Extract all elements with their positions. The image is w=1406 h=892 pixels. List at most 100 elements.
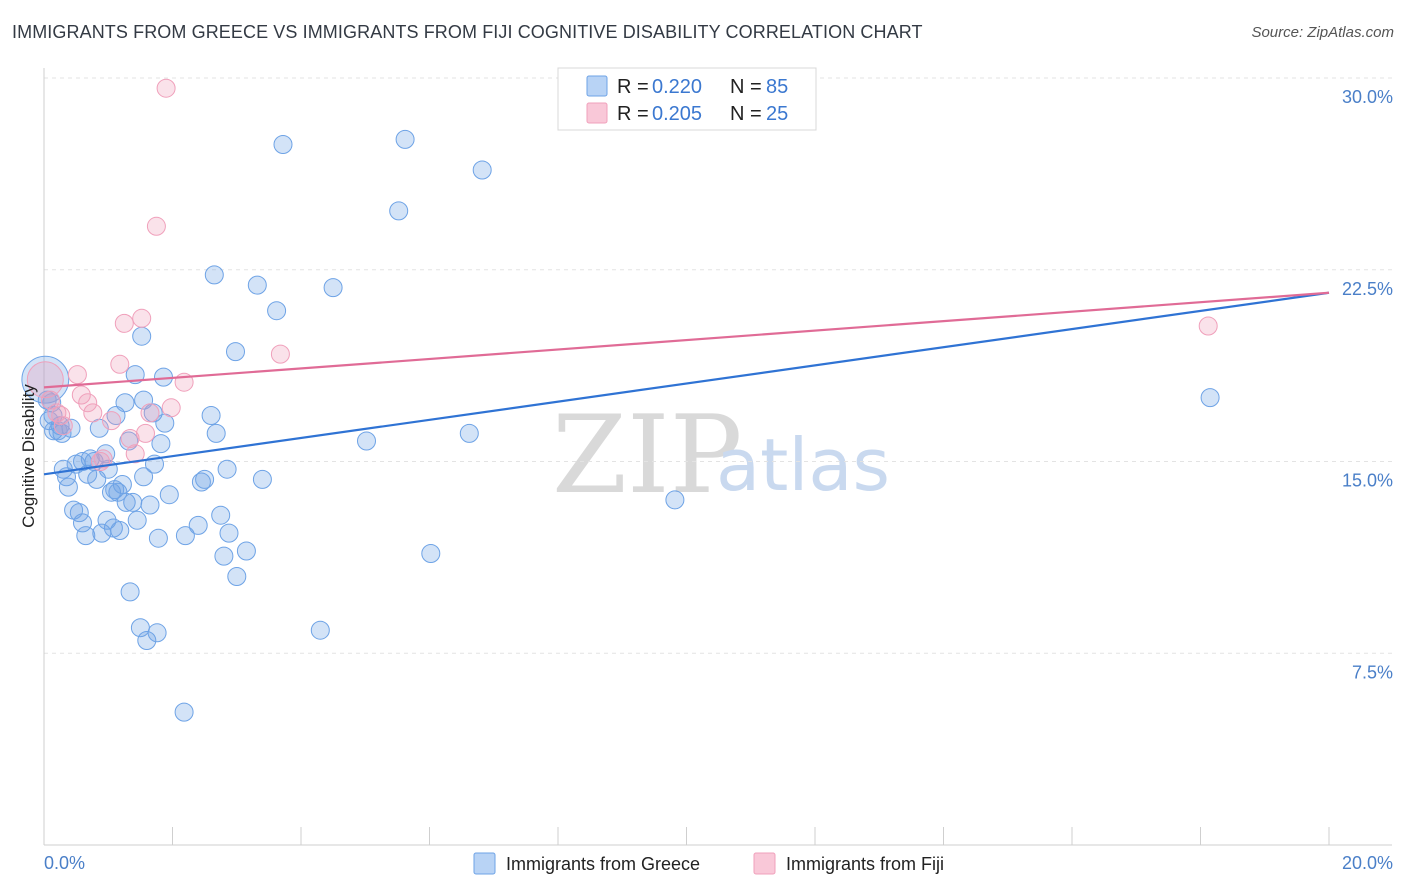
legend-fiji-r-label: R = [617,103,649,125]
point-greece-30 [116,492,136,512]
legend-fiji-n-label: N = [730,103,762,125]
point-greece-55 [201,406,221,425]
point-greece-65 [247,275,267,295]
point-fiji-11 [102,411,121,431]
bottom-legend-swatch-greece [473,852,496,875]
series-greece-points [21,129,1220,722]
legend-greece-n-label: N = [730,76,762,98]
point-greece-9 [58,477,78,497]
point-greece-41 [140,495,160,515]
point-fiji-0 [26,361,64,399]
point-greece-40 [137,631,157,650]
point-fiji-23 [270,344,290,364]
point-greece-45 [148,528,168,548]
point-greece-84 [105,480,125,500]
point-fiji-16 [132,308,152,328]
x-tick-labels: 0.0% 20.0% [44,853,1393,873]
bottom-legend-label-greece: Immigrants from Greece [506,854,700,874]
point-greece-54 [195,469,215,489]
point-greece-51 [175,526,195,546]
point-fiji-13 [114,313,134,333]
point-greece-56 [204,265,224,285]
point-fiji-6 [71,385,91,405]
point-greece-33 [123,492,143,512]
series-fiji-points [26,78,1218,471]
stats-legend: R = 0.220 N = 85 R = 0.205 N = 25 [557,67,817,131]
point-greece-76 [472,160,492,180]
point-greece-32 [120,582,140,602]
axes [43,68,1392,846]
point-greece-29 [115,393,135,413]
point-greece-81 [61,418,81,438]
point-greece-39 [134,467,154,487]
watermark-atlas: atlas [716,423,890,507]
legend-greece-r-label: R = [617,76,649,98]
point-fiji-10 [93,449,113,469]
watermark-zip: ZIP [552,393,742,518]
point-greece-68 [273,135,293,154]
y-tick-label-1: 15.0% [1342,471,1393,491]
point-greece-52 [188,515,208,535]
source-credit: Source: ZipAtlas.com [1251,24,1394,41]
bottom-legend-label-fiji: Immigrants from Fiji [786,854,944,874]
point-greece-46 [151,434,171,454]
point-greece-37 [132,326,152,346]
trendline-fiji [43,291,1330,389]
point-fiji-24 [1198,316,1218,336]
point-greece-73 [395,129,415,149]
legend-swatch-fiji [586,102,608,124]
point-greece-72 [389,201,409,221]
point-greece-23 [102,482,121,502]
point-greece-71 [357,431,376,451]
y-tick-label-3: 30.0% [1342,87,1393,107]
point-fiji-2 [47,403,67,423]
point-greece-13 [76,526,96,546]
point-fiji-17 [136,423,155,443]
point-fiji-5 [67,365,87,385]
point-greece-58 [211,505,231,525]
y-tick-label-0: 7.5% [1352,662,1393,682]
point-greece-38 [134,390,154,410]
point-fiji-19 [146,216,166,236]
point-greece-62 [226,342,245,362]
point-fiji-7 [78,393,98,413]
point-greece-63 [227,567,247,586]
trendline-greece [43,291,1330,476]
point-greece-35 [127,510,147,530]
y-tick-labels: 7.5% 15.0% 22.5% 30.0% [1342,87,1393,682]
point-greece-34 [125,365,145,385]
legend-fiji-r-value: 0.205 [652,103,702,125]
bottom-legend-swatch-fiji [753,852,776,875]
point-greece-75 [459,423,479,443]
point-greece-0 [21,355,70,404]
point-fiji-15 [125,444,145,464]
point-greece-53 [191,472,211,492]
point-greece-44 [147,623,167,643]
point-greece-50 [174,702,194,722]
legend-greece-r-value: 0.220 [652,76,702,98]
point-fiji-18 [140,403,160,423]
chart-title: IMMIGRANTS FROM GREECE VS IMMIGRANTS FRO… [12,22,923,42]
point-greece-60 [217,459,237,479]
x-tick-label-max: 20.0% [1342,853,1393,873]
point-greece-83 [64,500,84,520]
x-tick-label-min: 0.0% [44,853,85,873]
point-greece-27 [110,521,130,540]
point-greece-64 [236,541,256,561]
point-greece-69 [310,620,330,640]
point-greece-66 [252,469,272,489]
point-greece-61 [219,523,239,543]
legend-fiji-n-value: 25 [766,103,788,125]
legend-greece-n-value: 85 [766,76,788,98]
point-greece-74 [421,544,441,563]
y-tick-label-2: 22.5% [1342,279,1393,299]
series-legend: Immigrants from Greece Immigrants from F… [473,852,944,875]
point-fiji-12 [110,354,130,374]
point-greece-49 [159,485,179,505]
point-greece-77 [665,490,685,510]
gridlines [44,77,1392,654]
point-fiji-20 [156,78,176,98]
y-axis-title: Cognitive Disability [19,384,38,528]
point-greece-21 [97,510,117,530]
